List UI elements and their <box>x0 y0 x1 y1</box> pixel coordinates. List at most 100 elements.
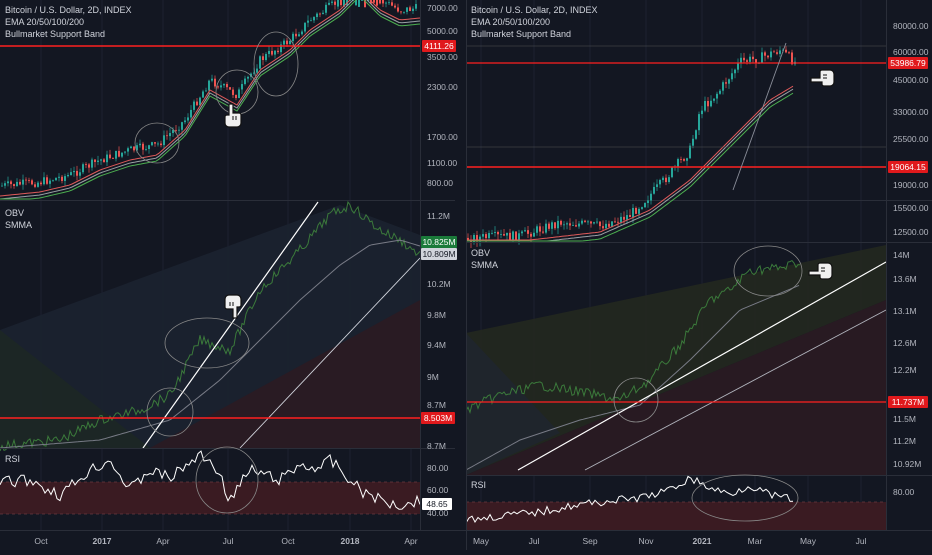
right-candle-body <box>653 186 655 194</box>
left-candle-body <box>88 164 90 168</box>
right-candle-body <box>623 216 625 220</box>
right-obv-axis: 14M 13.6M 13.1M 12.6M 12.2M 11.5M 11.2M 10.92M <box>893 250 921 469</box>
left-candle-body <box>148 145 150 149</box>
right-price-title: Bitcoin / U.S. Dollar, 2D, INDEX <box>471 5 598 15</box>
left-rsi-title: RSI <box>5 454 21 464</box>
left-candle-body <box>1 185 3 187</box>
right-candle-body <box>596 221 598 223</box>
left-candle-body <box>298 34 300 37</box>
right-rsi-title: RSI <box>471 480 487 490</box>
right-ema-band-upper <box>466 85 794 241</box>
left-rsi-tick-label: 40.00 <box>427 508 449 518</box>
left-price-tick-label: 1100.00 <box>427 158 457 168</box>
right-candle-body <box>692 138 694 146</box>
left-price-panel[interactable] <box>0 0 421 200</box>
left-trendline-upper[interactable] <box>142 201 319 449</box>
left-candle-body <box>22 179 24 185</box>
left-candle-body <box>235 94 237 99</box>
right-candle-body <box>503 234 505 236</box>
left-trendline-lower[interactable] <box>239 257 421 449</box>
left-candle-body <box>16 181 18 187</box>
left-rsi-line <box>0 450 421 510</box>
right-rsi-axis: 80.00 <box>893 487 915 497</box>
left-candle-body <box>130 146 132 149</box>
right-candle-body <box>614 221 616 223</box>
left-price-axis: 7000.00 5000.00 3500.00 2300.00 1700.00 1100.… <box>427 0 458 188</box>
left-candle-body <box>61 176 63 181</box>
right-candle-body <box>677 159 679 167</box>
right-candle-body <box>551 222 553 229</box>
right-rsi-panel[interactable] <box>465 474 886 530</box>
left-candle-body <box>370 0 372 4</box>
right-rsi-band <box>466 502 886 530</box>
left-candle-body <box>400 11 402 13</box>
left-rsi-tag: 48.65 <box>422 498 452 510</box>
right-candle-body <box>656 184 658 187</box>
left-candle-body <box>97 160 99 162</box>
left-candle-body <box>178 129 180 131</box>
right-smma-line <box>465 284 800 471</box>
left-candle-body <box>40 182 42 185</box>
left-candle-body <box>382 0 384 4</box>
left-rsi-circle <box>195 446 259 514</box>
left-candle-body <box>334 1 336 5</box>
hand-pointer-icon <box>224 103 242 128</box>
left-candle-body <box>244 78 246 85</box>
left-candle-body <box>115 150 117 159</box>
right-obv-tick-label: 12.2M <box>893 365 917 375</box>
right-candle-body <box>779 50 781 54</box>
left-candle-body <box>13 184 15 187</box>
right-price-panel[interactable] <box>466 42 886 249</box>
left-price-title: Bitcoin / U.S. Dollar, 2D, INDEX <box>5 5 132 15</box>
right-trendline-upper[interactable] <box>517 261 887 471</box>
left-candle-body <box>238 89 240 99</box>
left-rsi-tick-label: 60.00 <box>427 485 449 495</box>
left-rsi-band <box>0 482 420 514</box>
left-obv-tick-label: 8.7M <box>427 441 446 451</box>
right-candle-body <box>512 231 514 241</box>
left-candle-body <box>106 154 108 163</box>
right-candle-body <box>533 232 535 237</box>
right-obv-panel[interactable] <box>465 245 887 475</box>
right-candle-body <box>710 100 712 107</box>
right-candle-body <box>764 52 766 56</box>
right-obv-zone-olive <box>466 245 886 475</box>
left-candle-body <box>415 4 417 9</box>
left-candle-body <box>52 180 54 182</box>
left-rsi-axis: 80.00 60.00 40.00 <box>427 463 449 518</box>
svg-text:19064.15: 19064.15 <box>890 162 926 172</box>
left-rsi-panel[interactable] <box>0 446 421 515</box>
left-candle-body <box>280 44 282 53</box>
left-obv-panel[interactable] <box>0 200 421 452</box>
right-candle-body <box>761 52 763 63</box>
left-candle-body <box>190 109 192 118</box>
right-candle-body <box>569 223 571 226</box>
left-candle-body <box>151 142 153 146</box>
left-time-axis: Oct 2017 Apr Jul Oct 2018 Apr <box>34 536 417 546</box>
right-candle-body <box>680 159 682 160</box>
right-trendline-lower[interactable] <box>584 309 887 471</box>
left-candle-body <box>43 177 45 185</box>
right-candle-body <box>662 177 664 181</box>
left-candle-body <box>232 89 234 95</box>
right-price-trendline[interactable] <box>732 42 787 191</box>
right-candle-body <box>752 56 754 60</box>
right-candle-body <box>683 159 685 161</box>
left-candle-body <box>133 146 135 151</box>
left-candle-body <box>79 172 81 176</box>
left-candle-body <box>397 7 399 12</box>
right-candle-body <box>671 167 673 178</box>
left-time-label: 2017 <box>93 536 112 546</box>
right-candle-body <box>722 82 724 91</box>
right-candle-body <box>554 222 556 229</box>
right-candle-body <box>776 52 778 54</box>
right-candle-body <box>575 225 577 227</box>
left-candle-body <box>70 172 72 176</box>
left-price-tick-label: 2300.00 <box>427 82 458 92</box>
right-candle-body <box>620 216 622 223</box>
left-candle-body <box>37 182 39 187</box>
right-obv-circle-2 <box>613 377 659 423</box>
right-obv-tick-label: 14M <box>893 250 910 260</box>
left-candle-body <box>157 143 159 145</box>
